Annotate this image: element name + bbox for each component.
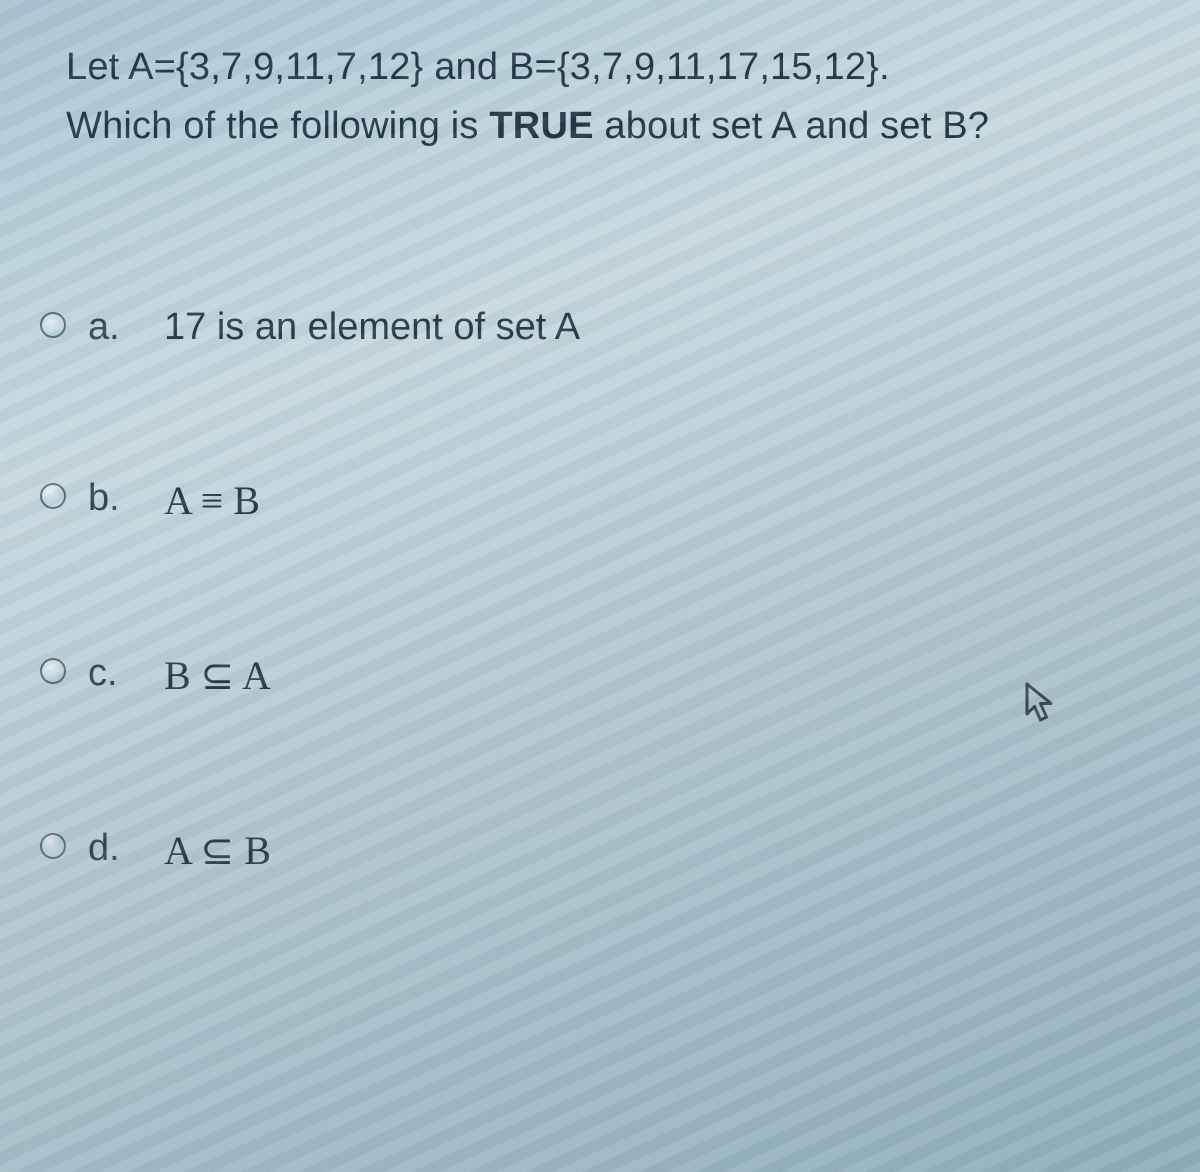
question-line-2-bold: TRUE [489,105,593,147]
radio-icon[interactable] [40,833,66,859]
question-line-1: Let A={3,7,9,11,7,12} and B={3,7,9,11,17… [66,38,1150,97]
choice-b[interactable]: b. A ≡ B [40,477,1200,524]
choice-text: A ⊆ B [164,827,271,874]
choice-d[interactable]: d. A ⊆ B [40,827,1200,874]
question-block: Let A={3,7,9,11,7,12} and B={3,7,9,11,17… [0,0,1200,156]
choice-text: B ⊆ A [164,652,271,699]
choice-letter: b. [88,477,142,520]
choices-list: a. 17 is an element of set A b. A ≡ B c.… [0,306,1200,874]
question-line-2-suffix: about set A and set B? [594,105,989,147]
radio-icon[interactable] [40,483,66,509]
choice-letter: d. [88,827,142,870]
radio-icon[interactable] [40,312,66,338]
radio-icon[interactable] [40,658,66,684]
choice-a[interactable]: a. 17 is an element of set A [40,306,1200,349]
choice-text: A ≡ B [164,477,260,524]
question-line-2-prefix: Which of the following is [66,105,489,147]
question-line-2: Which of the following is TRUE about set… [66,97,1150,156]
choice-letter: a. [88,306,142,349]
choice-c[interactable]: c. B ⊆ A [40,652,1200,699]
choice-letter: c. [88,652,142,695]
choice-text: 17 is an element of set A [164,306,580,349]
